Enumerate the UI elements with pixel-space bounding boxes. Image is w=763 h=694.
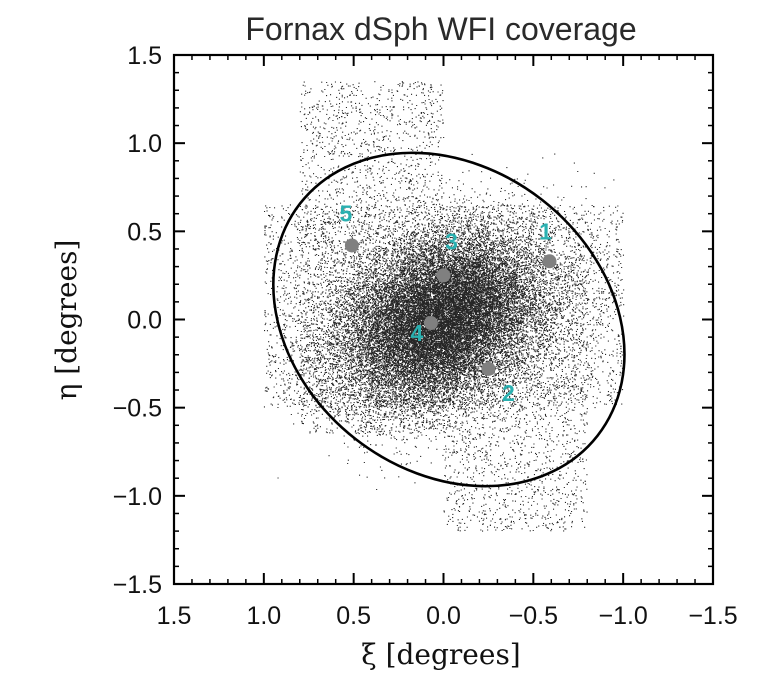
tidal-ellipse <box>272 151 626 488</box>
x-tick-label: −1.5 <box>688 602 737 630</box>
field-marker-3 <box>436 268 451 283</box>
star-dots <box>263 81 625 532</box>
field-label-3: 3 <box>445 228 458 254</box>
field-marker-1 <box>542 254 557 269</box>
x-tick-label: 1.0 <box>246 602 281 630</box>
x-tick-label: −1.0 <box>598 602 647 630</box>
y-tick-label: −1.0 <box>113 483 162 511</box>
x-tick-label: 0.0 <box>426 602 461 630</box>
field-marker-4 <box>423 316 438 331</box>
field-label-5: 5 <box>339 200 352 226</box>
y-tick-label: −1.5 <box>113 571 162 599</box>
chart-title: Fornax dSph WFI coverage <box>245 11 636 47</box>
field-marker-2 <box>481 361 496 376</box>
axis-ticks: 1.5 1.0 0.5 0.0 −0.5 −1.0 −1.5 1.5 1.0 0.5 0.0 −0.5… <box>113 42 738 630</box>
x-axis-label: ξ [degrees] <box>361 638 520 671</box>
y-tick-label: 0.0 <box>127 307 162 335</box>
y-tick-label: 1.0 <box>127 130 162 158</box>
x-tick-label: 1.5 <box>157 602 192 630</box>
x-tick-label: 0.5 <box>336 602 371 630</box>
field-label-4: 4 <box>411 320 424 346</box>
field-marker-5 <box>344 238 359 253</box>
field-label-2: 2 <box>502 380 515 406</box>
field-label-1: 1 <box>539 218 552 244</box>
y-tick-label: 1.5 <box>127 42 162 70</box>
y-axis-label: η [degrees] <box>50 240 83 401</box>
star-field <box>263 81 625 532</box>
x-tick-label: −0.5 <box>509 602 558 630</box>
y-tick-label: −0.5 <box>113 395 162 423</box>
y-tick-label: 0.5 <box>127 218 162 246</box>
field-points: 1 2 3 4 5 <box>339 200 557 406</box>
